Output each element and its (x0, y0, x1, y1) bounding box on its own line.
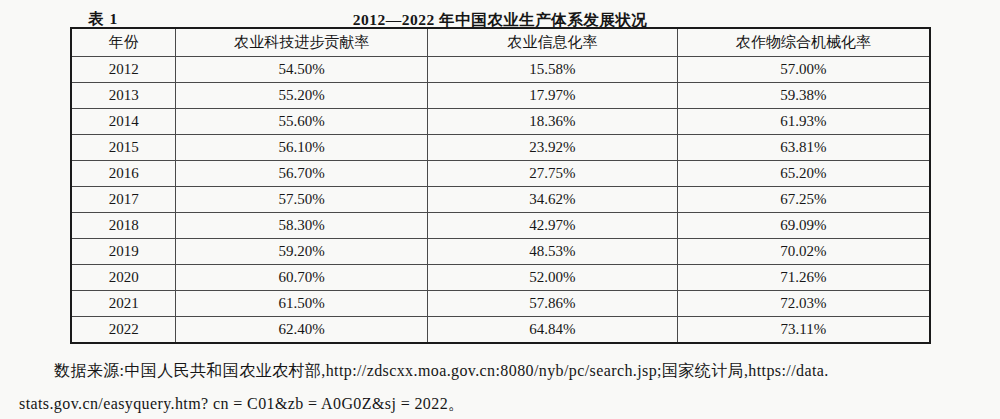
value-cell: 61.93% (677, 109, 930, 135)
value-cell: 70.02% (677, 239, 930, 265)
year-cell: 2017 (71, 187, 176, 213)
value-cell: 59.38% (677, 83, 930, 109)
year-cell: 2021 (71, 291, 176, 317)
table-row: 201858.30%42.97%69.09% (71, 213, 930, 239)
year-cell: 2019 (71, 239, 176, 265)
value-cell: 60.70% (176, 265, 428, 291)
value-cell: 62.40% (176, 317, 428, 344)
table-header-row: 年份农业科技进步贡献率农业信息化率农作物综合机械化率 (71, 28, 930, 57)
table-body: 201254.50%15.58%57.00%201355.20%17.97%59… (71, 57, 930, 344)
value-cell: 23.92% (427, 135, 677, 161)
value-cell: 18.36% (427, 109, 677, 135)
value-cell: 72.03% (677, 291, 930, 317)
value-cell: 59.20% (176, 239, 428, 265)
value-cell: 65.20% (677, 161, 930, 187)
year-cell: 2016 (71, 161, 176, 187)
value-cell: 57.00% (677, 57, 930, 83)
column-header: 农业科技进步贡献率 (176, 28, 428, 57)
table-caption-row: 表 1 2012—2022 年中国农业生产体系发展状况 (0, 0, 1000, 27)
value-cell: 67.25% (677, 187, 930, 213)
value-cell: 61.50% (176, 291, 428, 317)
table-title: 2012—2022 年中国农业生产体系发展状况 (0, 10, 1000, 31)
value-cell: 57.86% (427, 291, 677, 317)
value-cell: 48.53% (427, 239, 677, 265)
value-cell: 34.62% (427, 187, 677, 213)
column-header: 农作物综合机械化率 (677, 28, 930, 57)
table-row: 201355.20%17.97%59.38% (71, 83, 930, 109)
year-cell: 2015 (71, 135, 176, 161)
table-row: 202060.70%52.00%71.26% (71, 265, 930, 291)
table-label: 表 1 (88, 9, 118, 30)
source-note: 数据来源:中国人民共和国农业农村部,http://zdscxx.moa.gov.… (19, 354, 985, 419)
value-cell: 63.81% (677, 135, 930, 161)
year-cell: 2018 (71, 213, 176, 239)
year-cell: 2013 (71, 83, 176, 109)
value-cell: 56.70% (176, 161, 428, 187)
year-cell: 2022 (71, 317, 176, 344)
value-cell: 64.84% (427, 317, 677, 344)
column-header: 农业信息化率 (427, 28, 677, 57)
page: 表 1 2012—2022 年中国农业生产体系发展状况 年份农业科技进步贡献率农… (0, 0, 1000, 419)
table-row: 201254.50%15.58%57.00% (71, 57, 930, 83)
table-row: 201556.10%23.92%63.81% (71, 135, 930, 161)
table-row: 202262.40%64.84%73.11% (71, 317, 930, 344)
column-header: 年份 (71, 28, 176, 57)
source-note-line1: 数据来源:中国人民共和国农业农村部,http://zdscxx.moa.gov.… (19, 354, 985, 387)
value-cell: 58.30% (176, 213, 428, 239)
value-cell: 57.50% (176, 187, 428, 213)
value-cell: 15.58% (427, 57, 677, 83)
value-cell: 52.00% (427, 265, 677, 291)
value-cell: 69.09% (677, 213, 930, 239)
year-cell: 2012 (71, 57, 176, 83)
year-cell: 2014 (71, 109, 176, 135)
table-row: 201455.60%18.36%61.93% (71, 109, 930, 135)
table-row: 201757.50%34.62%67.25% (71, 187, 930, 213)
value-cell: 42.97% (427, 213, 677, 239)
value-cell: 55.20% (176, 83, 428, 109)
table-row: 201959.20%48.53%70.02% (71, 239, 930, 265)
table-header: 年份农业科技进步贡献率农业信息化率农作物综合机械化率 (71, 28, 930, 57)
value-cell: 71.26% (677, 265, 930, 291)
value-cell: 17.97% (427, 83, 677, 109)
year-cell: 2020 (71, 265, 176, 291)
table-row: 201656.70%27.75%65.20% (71, 161, 930, 187)
table-row: 202161.50%57.86%72.03% (71, 291, 930, 317)
value-cell: 27.75% (427, 161, 677, 187)
value-cell: 54.50% (176, 57, 428, 83)
value-cell: 56.10% (176, 135, 428, 161)
value-cell: 73.11% (677, 317, 930, 344)
source-note-line2: stats.gov.cn/easyquery.htm? cn = C01&zb … (19, 387, 985, 419)
value-cell: 55.60% (176, 109, 428, 135)
data-table: 年份农业科技进步贡献率农业信息化率农作物综合机械化率 201254.50%15.… (70, 27, 931, 344)
